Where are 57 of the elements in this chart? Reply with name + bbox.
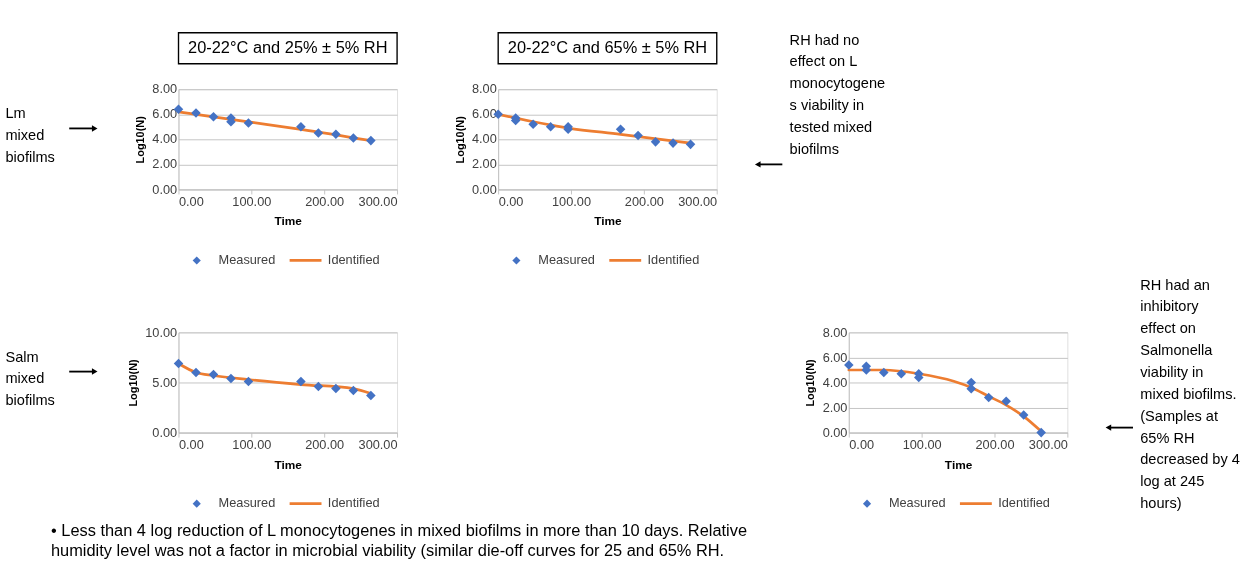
x-axis-title: Time [274, 457, 303, 472]
chart-title: 20-22°C and 25% ± 5% RH [188, 37, 388, 56]
y-tick-label: 4.00 [152, 131, 178, 147]
y-tick-label: 2.00 [471, 156, 497, 172]
legend-label: Identified [998, 495, 1050, 511]
y-axis-title: Log10(N) [804, 358, 817, 407]
legend-label: Measured [218, 495, 276, 511]
x-tick-label: 300.00 [1028, 437, 1068, 453]
y-tick-label: 2.00 [822, 399, 848, 415]
x-tick-label: 100.00 [232, 437, 272, 453]
legend-label: Measured [538, 252, 595, 268]
x-tick-label: 0.00 [178, 194, 204, 210]
y-axis-title: Log10(N) [453, 115, 466, 164]
y-tick-label: 0.00 [152, 181, 178, 197]
legend-label: Measured [888, 495, 946, 511]
y-tick-label: 0.00 [822, 424, 848, 440]
x-axis-title: Time [944, 457, 973, 472]
x-tick-label: 0.00 [849, 437, 875, 453]
x-tick-label: 100.00 [902, 437, 942, 453]
legend-label: Identified [327, 252, 380, 268]
text: • Less than 4 log reduction of L monocytogenes in mixed biofilms in more than 10 days. Relative humidity level was not a factor in microbial viability (similar die-off curves for 25 and 65% RH. [51, 521, 747, 560]
y-tick-label: 4.00 [822, 374, 848, 390]
x-tick-label: 200.00 [305, 194, 345, 210]
x-tick-label: 100.00 [232, 194, 272, 210]
text: RH had no effect on L monocytogene s viability in tested mixed biofilms [789, 31, 886, 157]
y-tick-label: 8.00 [152, 81, 178, 97]
y-tick-label: 0.00 [152, 424, 178, 440]
chart-title: 20-22°C and 65% ± 5% RH [507, 37, 708, 56]
x-tick-label: 0.00 [178, 437, 204, 453]
y-tick-label: 6.00 [822, 349, 848, 365]
legend-label: Measured [218, 252, 276, 268]
x-tick-label: 200.00 [305, 437, 345, 453]
text: RH had an inhibitory effect on Salmonella viability in mixed biofilms. (Samples at 65% RH decreased by 4 log at 245 hours) [1140, 276, 1240, 512]
y-tick-label: 6.00 [471, 106, 497, 122]
y-tick-label: 5.00 [152, 374, 178, 390]
x-tick-label: 300.00 [358, 194, 398, 210]
legend-label: Identified [647, 252, 700, 268]
x-axis-title: Time [594, 214, 623, 229]
x-tick-label: 300.00 [678, 194, 718, 210]
text: Lm mixed biofilms [5, 105, 55, 166]
y-axis-title: Log10(N) [127, 358, 140, 407]
y-tick-label: 8.00 [471, 81, 497, 97]
text: Salm mixed biofilms [5, 348, 55, 409]
x-tick-label: 0.00 [498, 194, 524, 210]
y-tick-label: 10.00 [145, 324, 178, 340]
y-tick-label: 2.00 [152, 156, 178, 172]
x-axis-title: Time [274, 214, 303, 229]
y-tick-label: 4.00 [471, 131, 497, 147]
y-tick-label: 8.00 [822, 324, 848, 340]
x-tick-label: 100.00 [552, 194, 591, 210]
x-tick-label: 300.00 [358, 437, 398, 453]
y-axis-title: Log10(N) [134, 115, 147, 164]
y-tick-label: 6.00 [152, 106, 178, 122]
legend-label: Identified [327, 495, 380, 511]
x-tick-label: 200.00 [624, 194, 664, 210]
y-tick-label: 0.00 [471, 181, 497, 197]
x-tick-label: 200.00 [975, 437, 1015, 453]
